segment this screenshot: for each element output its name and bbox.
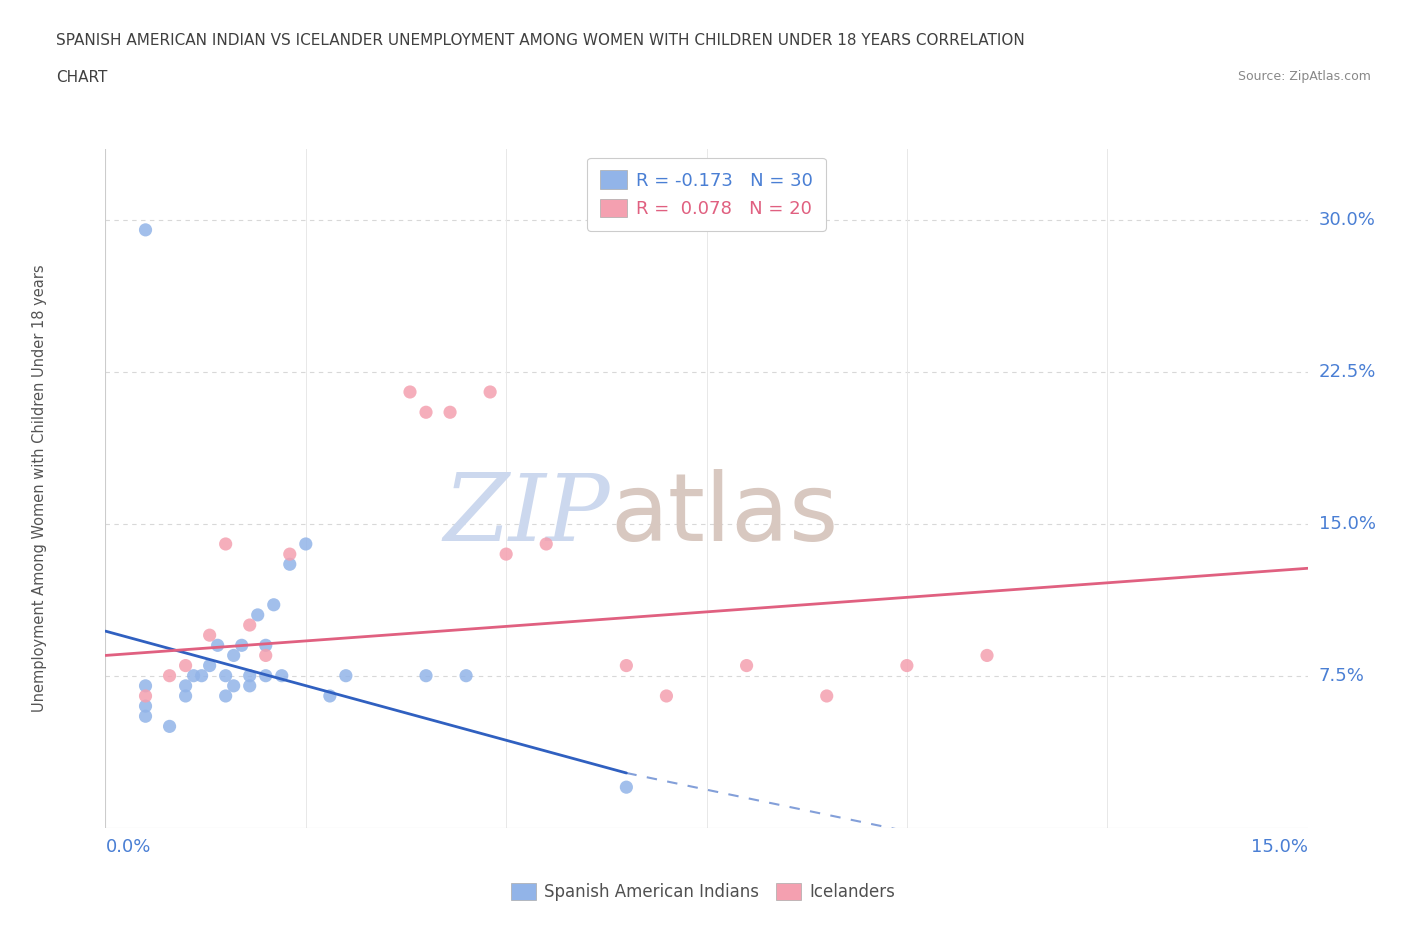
Legend: Spanish American Indians, Icelanders: Spanish American Indians, Icelanders [505,876,901,908]
Point [239,618,262,632]
Text: 0.0%: 0.0% [105,838,150,856]
Point [174,688,197,703]
Point [198,658,221,673]
Point [183,669,205,684]
Point [214,688,236,703]
Point [214,669,236,684]
Point [295,537,318,551]
Point [239,678,262,693]
Text: 7.5%: 7.5% [1319,667,1365,684]
Point [246,607,269,622]
Point [335,669,357,684]
Point [207,638,229,653]
Point [439,405,461,419]
Point [735,658,758,673]
Text: ZIP: ZIP [444,471,610,561]
Point [231,638,253,653]
Point [319,688,342,703]
Point [254,638,277,653]
Point [616,779,638,794]
Point [135,698,157,713]
Point [190,669,212,684]
Point [976,648,998,663]
Point [399,384,422,399]
Text: atlas: atlas [610,470,838,562]
Point [415,669,437,684]
Text: CHART: CHART [56,70,108,85]
Point [174,678,197,693]
Point [270,669,292,684]
Point [222,678,245,693]
Legend: R = -0.173   N = 30, R =  0.078   N = 20: R = -0.173 N = 30, R = 0.078 N = 20 [588,158,825,231]
Point [815,688,838,703]
Point [135,678,157,693]
Point [415,405,437,419]
Point [655,688,678,703]
Point [454,669,477,684]
Point [198,628,221,643]
Text: Source: ZipAtlas.com: Source: ZipAtlas.com [1237,70,1371,83]
Point [135,688,157,703]
Point [254,648,277,663]
Point [135,222,157,237]
Point [222,648,245,663]
Point [214,537,236,551]
Point [278,557,301,572]
Text: 22.5%: 22.5% [1319,363,1376,380]
Point [263,597,285,612]
Point [239,669,262,684]
Point [616,658,638,673]
Text: SPANISH AMERICAN INDIAN VS ICELANDER UNEMPLOYMENT AMONG WOMEN WITH CHILDREN UNDE: SPANISH AMERICAN INDIAN VS ICELANDER UNE… [56,33,1025,47]
Text: 15.0%: 15.0% [1250,838,1308,856]
Point [896,658,918,673]
Text: Unemployment Among Women with Children Under 18 years: Unemployment Among Women with Children U… [32,264,46,712]
Text: 30.0%: 30.0% [1319,211,1375,229]
Point [534,537,557,551]
Point [135,709,157,724]
Point [495,547,517,562]
Point [159,719,181,734]
Point [278,547,301,562]
Point [254,669,277,684]
Text: 15.0%: 15.0% [1319,514,1375,533]
Point [159,669,181,684]
Point [174,658,197,673]
Point [479,384,502,399]
